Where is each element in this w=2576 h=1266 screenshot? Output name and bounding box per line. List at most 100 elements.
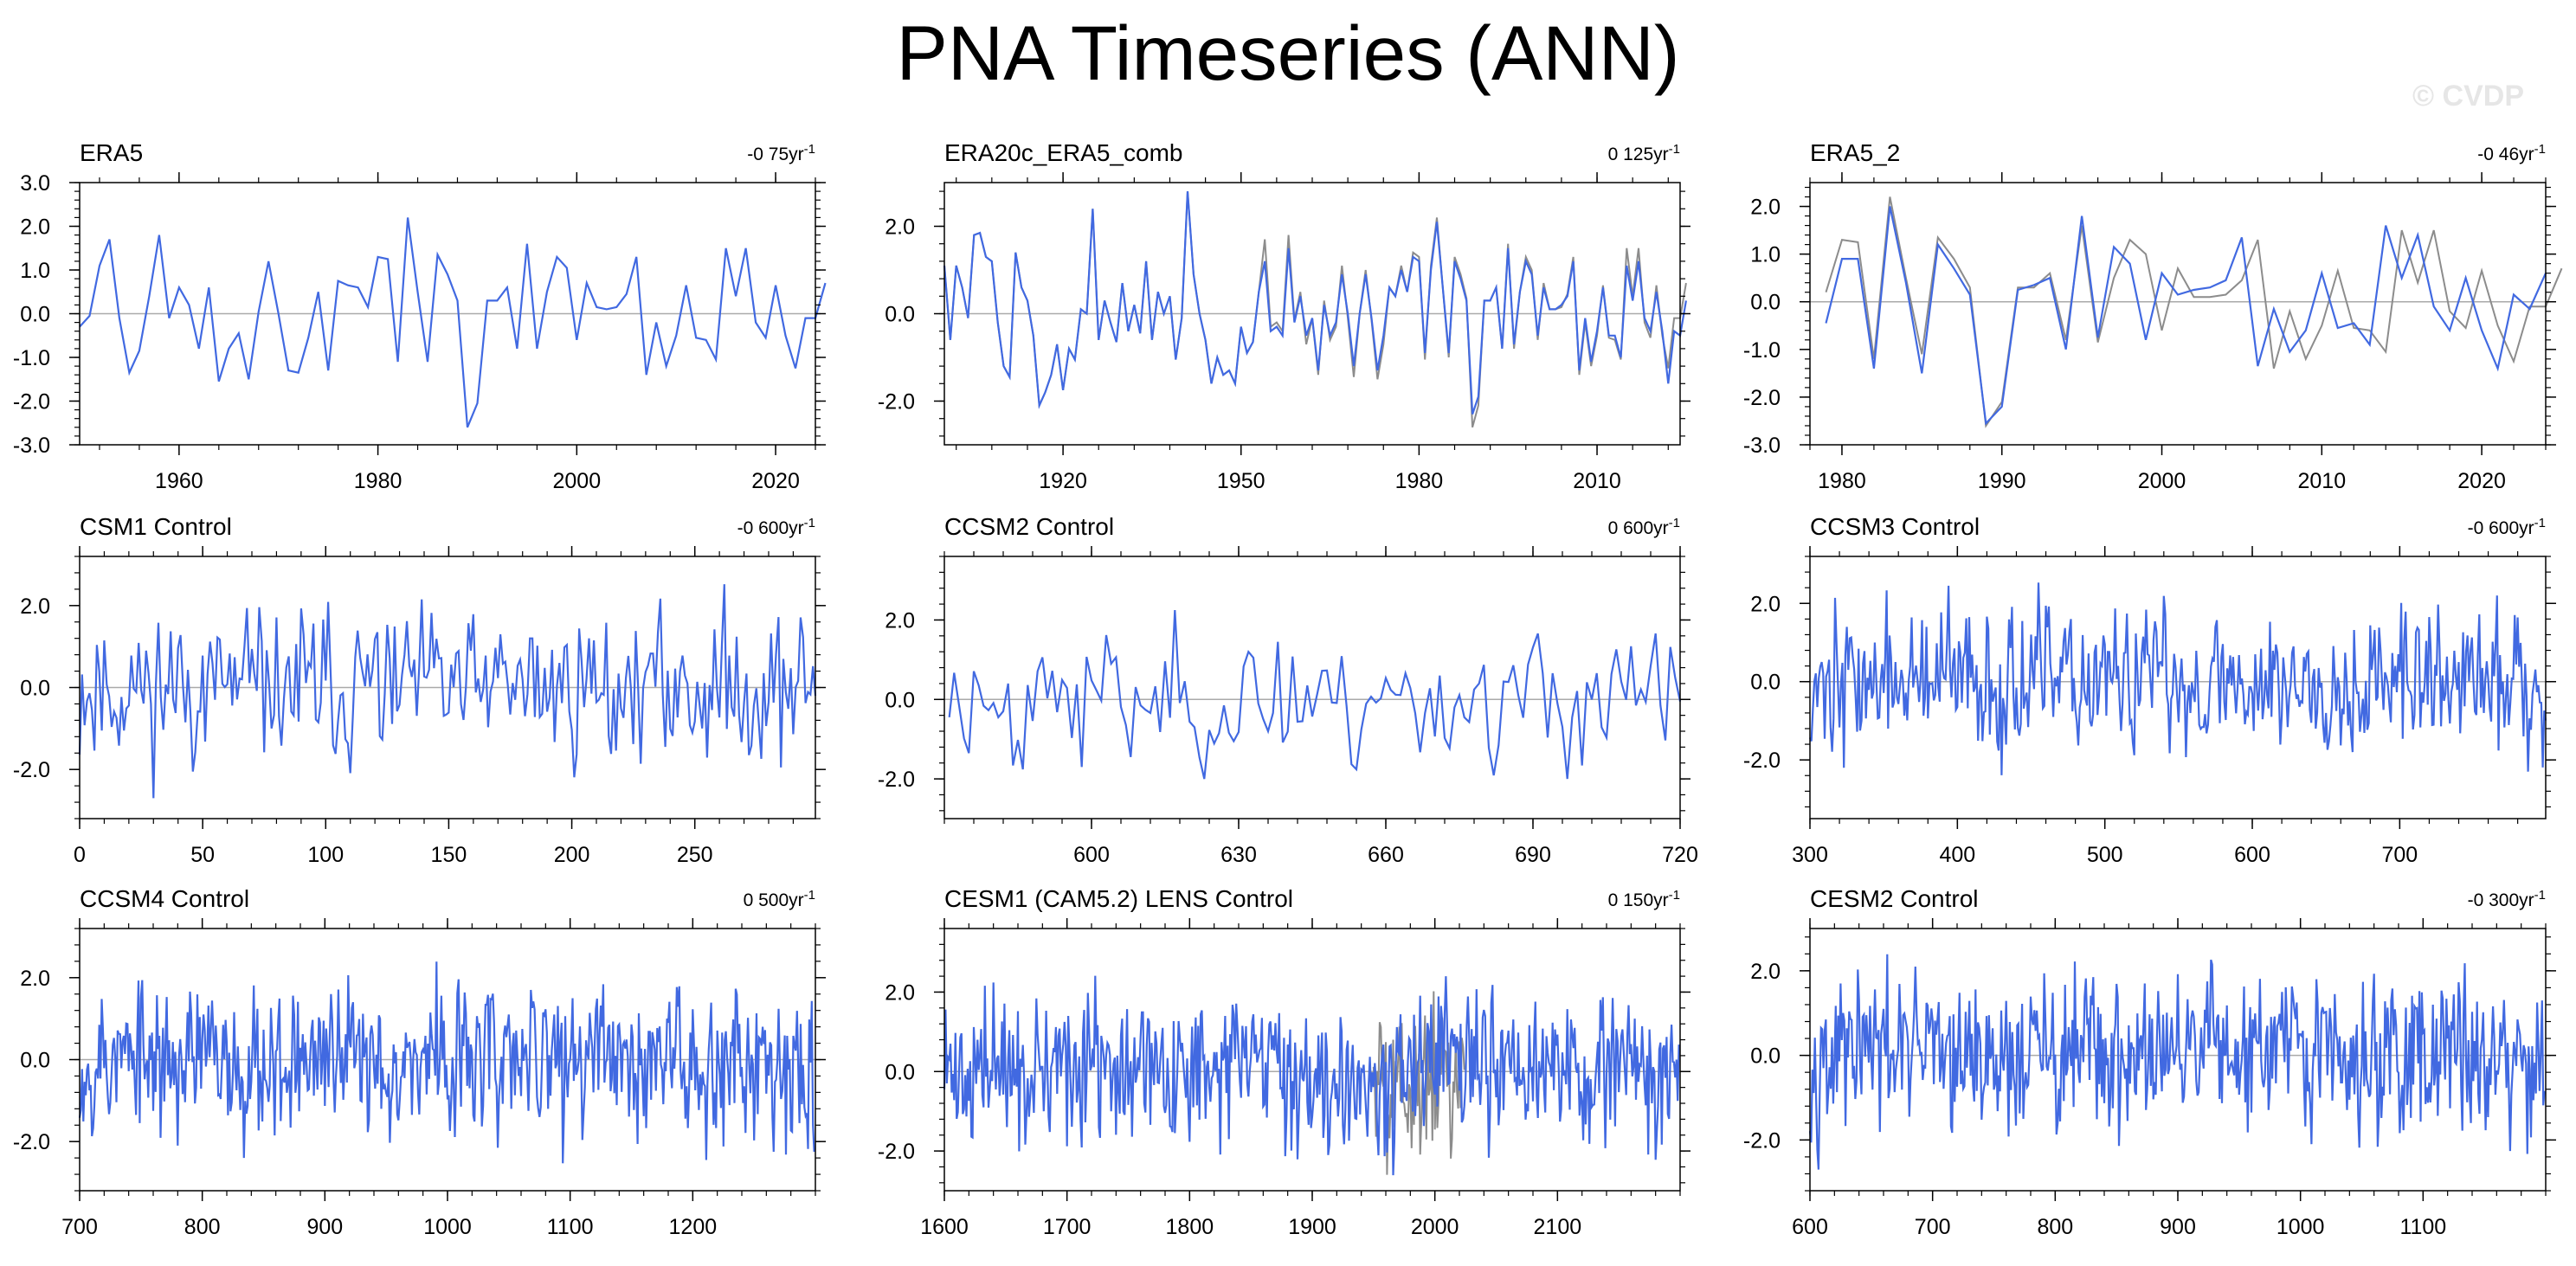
page-title: PNA Timeseries (ANN) (896, 10, 1680, 96)
panel-title: CCSM2 Control (944, 513, 1114, 540)
chart-panel: ERA5_2 -0 46yr-1 1980 1990 2000 2010 2020 -3.0 -… (1743, 139, 2563, 493)
series-line-primary (1808, 954, 2546, 1170)
x-tick-label: 660 (1368, 843, 1404, 867)
x-tick-label: 800 (2037, 1215, 2073, 1239)
x-tick-label: 1950 (1217, 469, 1265, 493)
series-line-primary (78, 961, 815, 1164)
x-tick-label: 1900 (1288, 1215, 1336, 1239)
y-tick-label: 2.0 (20, 967, 50, 991)
trend-label: -0 300yr-1 (2468, 888, 2546, 910)
chart-panel: ERA5 -0 75yr-1 1960 1980 2000 2020 -3.0 -2.0 -1.… (13, 139, 827, 493)
panel-title: ERA5_2 (1810, 139, 1900, 166)
chart-panel: ERA20c_ERA5_comb 0 125yr-1 1920 1950 1980 201… (878, 139, 1690, 493)
x-tick-label: 1960 (155, 469, 203, 493)
panel-title: CCSM3 Control (1810, 513, 1980, 540)
x-tick-label: 100 (307, 843, 344, 867)
x-tick-label: 1100 (547, 1215, 594, 1239)
trend-label: 0 600yr-1 (1608, 516, 1680, 538)
x-tick-label: 600 (1073, 843, 1110, 867)
y-tick-label: 0.0 (885, 303, 915, 327)
series-line-primary (79, 217, 827, 428)
y-tick-label: 2.0 (1750, 592, 1781, 616)
y-tick-label: -2.0 (13, 390, 50, 415)
series-line-primary (948, 609, 1682, 780)
x-tick-label: 1800 (1166, 1215, 1214, 1239)
y-tick-label: 2.0 (20, 594, 50, 619)
x-tick-label: 300 (1792, 843, 1828, 867)
x-tick-label: 1000 (2277, 1215, 2325, 1239)
y-tick-label: 0.0 (1750, 291, 1781, 315)
trend-label: 0 125yr-1 (1608, 142, 1680, 164)
x-tick-label: 1980 (1818, 469, 1866, 493)
x-tick-label: 500 (2087, 843, 2123, 867)
y-tick-label: -2.0 (13, 1130, 50, 1154)
trend-label: -0 75yr-1 (747, 142, 815, 164)
y-tick-label: -2.0 (1743, 749, 1781, 773)
y-tick-label: 0.0 (1750, 671, 1781, 695)
plot-frame (1809, 182, 2547, 446)
series-line-primary (1825, 206, 2547, 426)
x-tick-label: 900 (2160, 1215, 2196, 1239)
trend-label: -0 600yr-1 (2468, 516, 2546, 538)
cvdp-watermark: © CVDP (2412, 80, 2524, 112)
x-tick-label: 1200 (669, 1215, 718, 1239)
panel-title: CESM1 (CAM5.2) LENS Control (944, 885, 1293, 912)
y-tick-label: -1.0 (1743, 338, 1781, 363)
y-tick-label: 2.0 (20, 215, 50, 240)
x-tick-label: 1920 (1039, 469, 1087, 493)
x-tick-label: 600 (2234, 843, 2270, 867)
y-tick-label: 0.0 (20, 1049, 50, 1073)
y-tick-label: 2.0 (885, 980, 915, 1005)
x-tick-label: 150 (431, 843, 467, 867)
chart-panel: CSM1 Control -0 600yr-1 0 50 100 150 200 250 -2.… (13, 513, 826, 867)
x-tick-label: 2000 (1411, 1215, 1459, 1239)
y-tick-label: -2.0 (878, 768, 915, 792)
panel-title: ERA5 (80, 139, 143, 166)
x-tick-label: 700 (61, 1215, 98, 1239)
x-tick-label: 2020 (2457, 469, 2506, 493)
x-tick-label: 50 (190, 843, 215, 867)
y-tick-label: 1.0 (20, 259, 50, 283)
x-tick-label: 900 (306, 1215, 343, 1239)
chart-panel: CCSM2 Control 0 600yr-1 600 630 660 690 720 -2.… (878, 513, 1698, 867)
panel-title: CCSM4 Control (80, 885, 249, 912)
series-line-primary (78, 584, 817, 799)
y-tick-label: -2.0 (878, 1140, 915, 1164)
y-tick-label: -2.0 (878, 390, 915, 415)
x-tick-label: 1700 (1043, 1215, 1092, 1239)
chart-panel: CCSM3 Control -0 600yr-1 300 400 500 600 700 -2… (1743, 513, 2556, 867)
series-line-secondary (943, 191, 1687, 428)
y-tick-label: -3.0 (13, 434, 50, 458)
y-tick-label: -1.0 (13, 346, 50, 370)
y-tick-label: -2.0 (1743, 386, 1781, 410)
y-tick-label: -3.0 (1743, 434, 1781, 458)
y-tick-label: 1.0 (1750, 243, 1781, 267)
y-tick-label: 3.0 (20, 171, 50, 196)
x-tick-label: 720 (1662, 843, 1698, 867)
chart-panel: CESM2 Control -0 300yr-1 600 700 800 900 1000 1… (1743, 885, 2556, 1239)
x-tick-label: 2000 (553, 469, 602, 493)
x-tick-label: 700 (1915, 1215, 1951, 1239)
y-tick-label: -2.0 (1743, 1128, 1781, 1153)
panel-title: CESM2 Control (1810, 885, 1979, 912)
y-tick-label: 2.0 (885, 215, 915, 240)
x-tick-label: 600 (1792, 1215, 1828, 1239)
x-tick-label: 1000 (423, 1215, 472, 1239)
y-tick-label: 0.0 (885, 1060, 915, 1084)
chart-panel: CCSM4 Control 0 500yr-1 700 800 900 1000 1100 1… (13, 885, 826, 1239)
series-line-primary (943, 191, 1687, 415)
x-tick-label: 2020 (751, 469, 800, 493)
x-tick-label: 1990 (1978, 469, 2026, 493)
trend-label: -0 600yr-1 (737, 516, 815, 538)
x-tick-label: 690 (1515, 843, 1551, 867)
x-tick-label: 2000 (2138, 469, 2186, 493)
x-tick-label: 2010 (2297, 469, 2346, 493)
panel-title: ERA20c_ERA5_comb (944, 139, 1182, 166)
x-tick-label: 2100 (1534, 1215, 1582, 1239)
x-tick-label: 2010 (1573, 469, 1621, 493)
trend-label: -0 46yr-1 (2477, 142, 2546, 164)
plot-frame (1809, 556, 2547, 819)
y-tick-label: 2.0 (885, 608, 915, 633)
y-tick-label: 2.0 (1750, 960, 1781, 984)
